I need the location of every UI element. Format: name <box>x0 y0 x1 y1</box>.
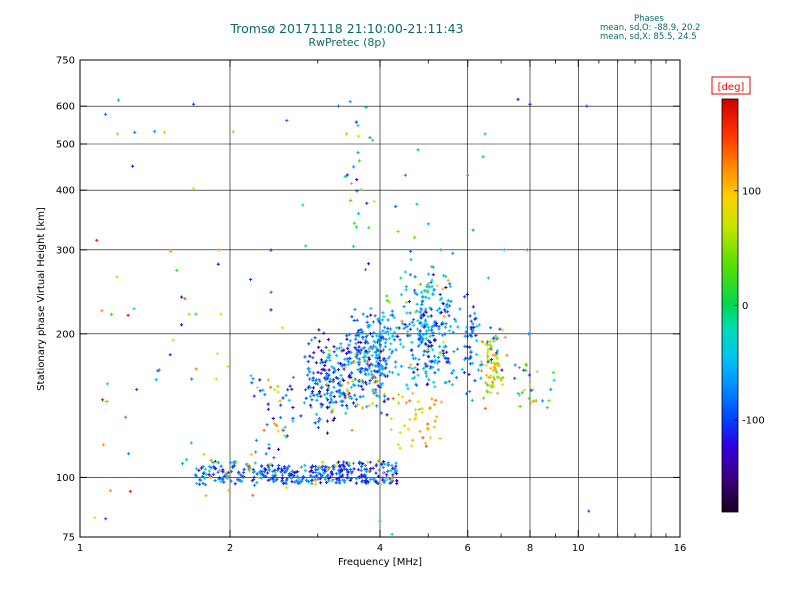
y-axis-label: Stationary phase Virtual Height [km] <box>36 207 47 391</box>
y-tick-label: 600 <box>56 102 75 113</box>
colorbar-tick-label: 0 <box>742 301 748 312</box>
x-tick-label: 2 <box>227 543 233 554</box>
y-tick-label: 500 <box>56 139 75 150</box>
scatter-points <box>93 97 591 536</box>
stats-mean-sd-x: mean, sd,X: 85.5, 24.5 <box>600 32 697 42</box>
x-tick-label: 1 <box>77 543 83 554</box>
colorbar-tick-label: 100 <box>742 186 761 197</box>
colorbar-tick-label: -100 <box>742 416 765 427</box>
chart-subtitle: RwPretec (8p) <box>308 36 385 49</box>
colorbar-gradient <box>722 99 738 512</box>
y-tick-label: 400 <box>56 186 75 197</box>
chart-title: Tromsø 20171118 21:10:00-21:11:43 <box>229 21 463 36</box>
stats-mean-sd-o: mean, sd,O: -88.9, 20.2 <box>600 23 700 33</box>
stats-title: Phases <box>634 14 664 24</box>
axis-tick-labels: 1 2 4 6 8 10 16 75 100 200 300 400 500 600 750 <box>56 56 686 555</box>
x-axis-label: Frequency [MHz] <box>338 557 422 568</box>
gridlines <box>80 60 680 537</box>
axis-ticks <box>79 59 681 538</box>
y-tick-label: 75 <box>62 533 75 544</box>
colorbar-label: [deg] <box>718 82 745 93</box>
x-tick-label: 10 <box>572 543 585 554</box>
x-tick-label: 16 <box>674 543 687 554</box>
colorbar: [deg] 100 0 -100 <box>711 76 765 513</box>
y-tick-label: 750 <box>56 56 75 67</box>
x-tick-label: 6 <box>465 543 471 554</box>
colorbar-ticks: 100 0 -100 <box>734 186 765 427</box>
x-tick-label: 8 <box>527 543 533 554</box>
y-tick-label: 300 <box>56 245 75 256</box>
x-tick-label: 4 <box>377 543 383 554</box>
colorbar-label-box <box>711 76 751 95</box>
y-tick-label: 200 <box>56 329 75 340</box>
y-tick-label: 100 <box>56 473 75 484</box>
phase-stats: Phases mean, sd,O: -88.9, 20.2 mean, sd,… <box>600 14 700 42</box>
